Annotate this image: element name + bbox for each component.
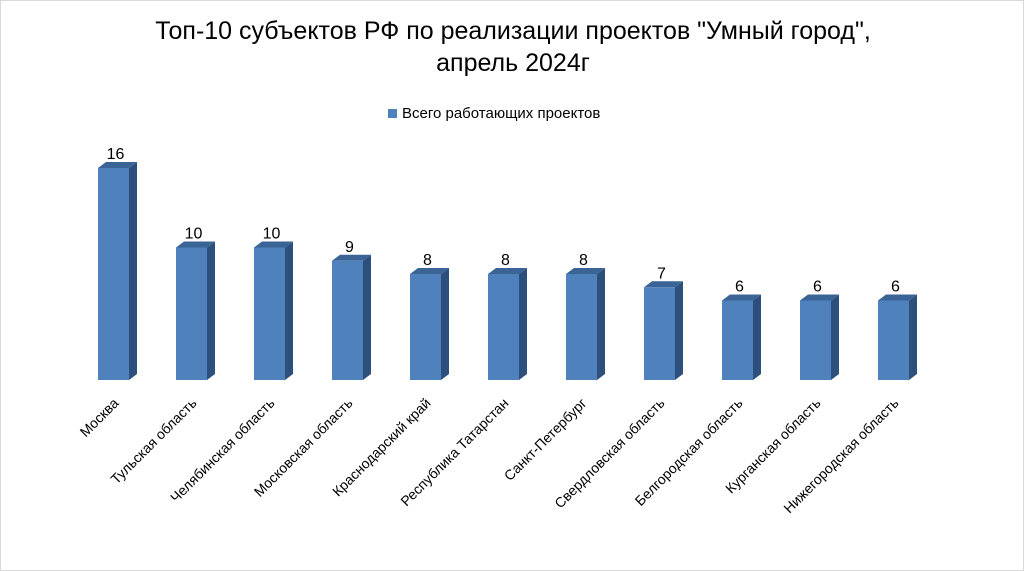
bar-top	[98, 162, 137, 168]
legend-swatch	[388, 108, 397, 118]
bar	[488, 274, 519, 380]
category-label: Тульская область	[107, 395, 199, 487]
bar-top	[488, 268, 527, 274]
data-label: 9	[345, 239, 354, 256]
legend-label: Всего работающих проектов	[402, 104, 601, 122]
bar	[410, 274, 441, 380]
bar	[98, 168, 129, 380]
data-label: 10	[263, 226, 281, 243]
bar	[878, 300, 909, 380]
bar-top	[410, 268, 449, 274]
bar-side	[753, 294, 761, 380]
bar-side	[207, 241, 215, 380]
bar	[644, 287, 675, 380]
bar-side	[909, 294, 917, 380]
bar-side	[597, 268, 605, 380]
bar-top	[800, 294, 839, 301]
data-label: 8	[501, 252, 510, 269]
data-label: 6	[813, 279, 822, 296]
chart-legend: Всего работающих проектов	[388, 103, 600, 123]
data-label: 16	[107, 146, 125, 163]
chart-title: Топ-10 субъектов РФ по реализации проект…	[1, 15, 1024, 79]
bar	[332, 260, 363, 380]
bar-side	[129, 162, 137, 380]
data-label: 8	[423, 252, 432, 269]
bar	[566, 274, 597, 380]
data-label: 8	[579, 252, 588, 269]
data-label: 6	[735, 279, 744, 296]
bar	[800, 300, 831, 380]
chart-title-line-1: Топ-10 субъектов РФ по реализации проект…	[155, 17, 871, 45]
bar-side	[285, 241, 293, 380]
bar-top	[566, 268, 605, 274]
bar-side	[441, 268, 449, 380]
bar-top	[254, 241, 293, 248]
bar-side	[519, 268, 527, 380]
data-label: 6	[891, 279, 900, 296]
category-label: Санкт-Петербург	[501, 395, 590, 484]
bar-top	[176, 241, 215, 248]
bar	[722, 300, 753, 380]
bar-side	[675, 281, 683, 380]
bar-side	[363, 254, 371, 380]
bar-top	[878, 294, 917, 301]
bar-side	[831, 294, 839, 380]
bar	[254, 247, 285, 380]
bar	[176, 247, 207, 380]
data-label: 10	[185, 226, 203, 243]
bar-top	[644, 281, 683, 288]
category-label: Москва	[77, 395, 122, 440]
data-label: 7	[657, 265, 666, 282]
bar-top	[332, 254, 371, 261]
chart-title-line-2: апрель 2024г	[436, 49, 590, 77]
bar-top	[722, 294, 761, 301]
